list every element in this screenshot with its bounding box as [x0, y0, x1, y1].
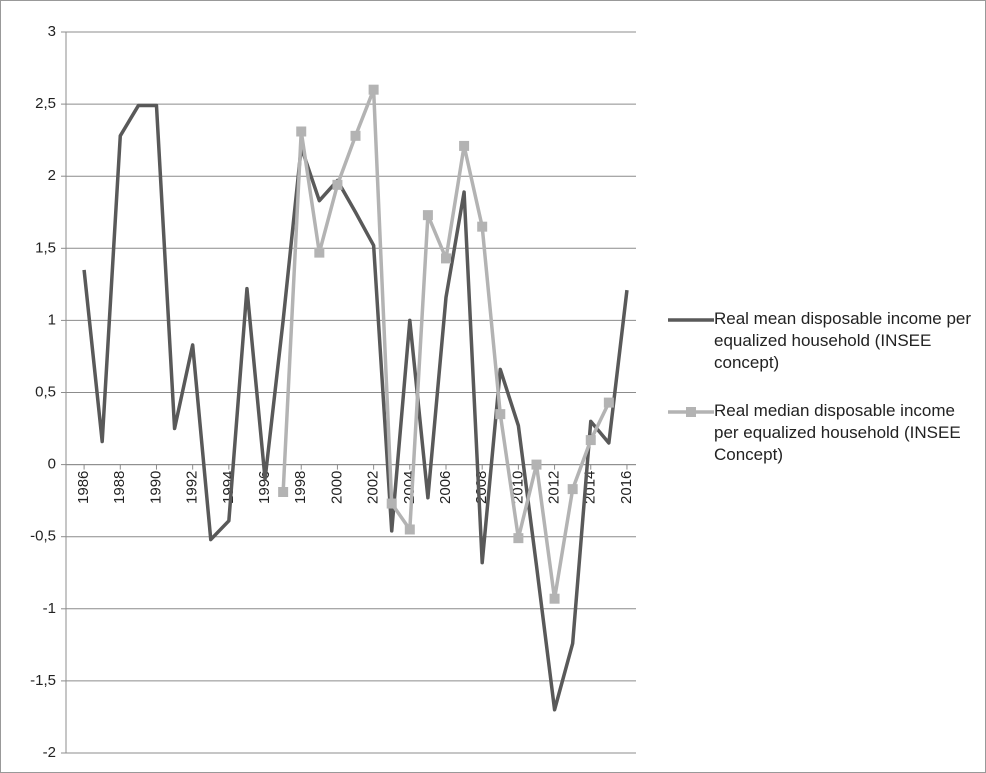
marker	[477, 221, 488, 232]
marker	[567, 484, 578, 495]
marker	[350, 130, 361, 141]
marker	[296, 126, 307, 137]
x-tick-label: 2002	[365, 471, 382, 504]
y-tick-label: -2	[43, 744, 56, 761]
x-tick-label: 1990	[147, 471, 164, 504]
legend-item: Real median disposable income per equali…	[668, 400, 984, 466]
y-tick-label: 2,5	[35, 95, 56, 112]
y-tick-label: 1,5	[35, 239, 56, 256]
x-tick-label: 1986	[75, 471, 92, 504]
marker	[531, 459, 542, 470]
marker	[422, 210, 433, 221]
y-tick-label: -1,5	[30, 672, 56, 689]
marker	[585, 435, 596, 446]
marker	[603, 397, 614, 408]
x-tick-label: 2012	[546, 471, 563, 504]
legend-swatch	[668, 407, 714, 417]
y-tick-label: 0,5	[35, 383, 56, 400]
x-tick-label: 2004	[401, 471, 418, 504]
x-tick-label: 1998	[292, 471, 309, 504]
marker	[549, 593, 560, 604]
marker	[314, 247, 325, 258]
marker	[368, 84, 379, 95]
series-line	[82, 103, 629, 712]
marker	[513, 533, 524, 544]
y-tick-label: -1	[43, 600, 56, 617]
marker	[441, 253, 451, 264]
marker	[332, 179, 343, 190]
x-tick-label: 1994	[220, 471, 237, 504]
y-tick-label: 2	[48, 167, 56, 184]
x-tick-label: 1996	[256, 471, 273, 504]
series-line	[281, 87, 611, 601]
y-tick-label: -0,5	[30, 528, 56, 545]
y-tick-label: 0	[48, 456, 56, 473]
x-tick-label: 2000	[328, 471, 345, 504]
x-tick-label: 2006	[437, 471, 454, 504]
marker	[278, 486, 289, 497]
legend-marker	[686, 407, 696, 417]
x-tick-label: 1988	[111, 471, 128, 504]
marker	[495, 409, 506, 420]
legend-item: Real mean disposable income per equalize…	[668, 308, 984, 374]
y-tick-label: 3	[48, 23, 56, 40]
y-tick-label: 1	[48, 311, 56, 328]
x-tick-label: 2016	[618, 471, 635, 504]
x-tick-label: 1992	[184, 471, 201, 504]
marker	[404, 524, 415, 535]
legend-label: Real median disposable income per equali…	[714, 401, 961, 464]
legend-swatch	[668, 318, 714, 322]
legend-label: Real mean disposable income per equalize…	[714, 309, 972, 372]
marker	[386, 498, 397, 509]
marker	[459, 140, 470, 151]
